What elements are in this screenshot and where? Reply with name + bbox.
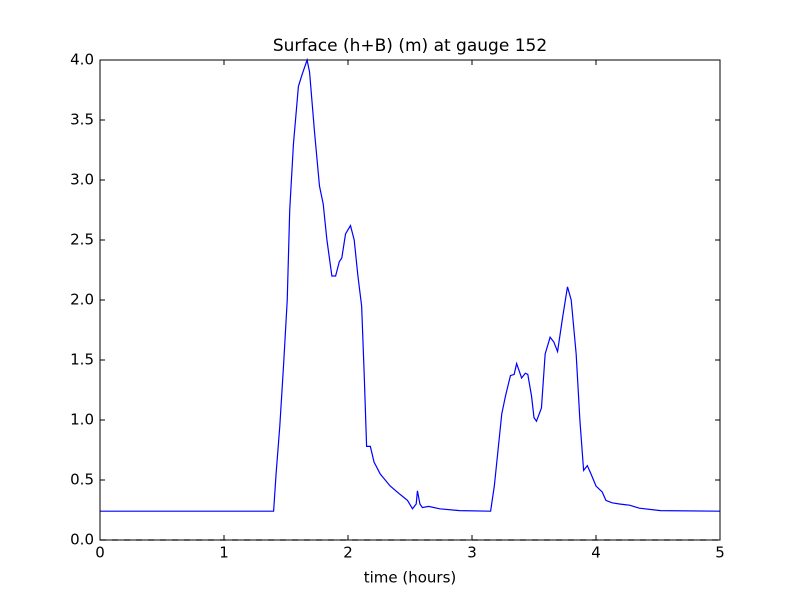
y-tick-label: 1.0: [70, 411, 94, 429]
chart-title: Surface (h+B) (m) at gauge 152: [273, 36, 547, 56]
plot-frame: [99, 59, 721, 541]
x-tick-label: 5: [715, 544, 725, 562]
y-tick-label: 1.5: [70, 351, 94, 369]
data-line: [100, 57, 721, 512]
y-tick-label: 0.0: [70, 531, 94, 549]
x-tick-label: 4: [591, 544, 601, 562]
x-tick-label: 1: [219, 544, 229, 562]
x-tick-label: 3: [467, 544, 477, 562]
y-tick-label: 2.0: [70, 291, 94, 309]
x-axis-label: time (hours): [364, 569, 457, 587]
y-tick-label: 3.0: [70, 171, 94, 189]
y-tick-label: 0.5: [70, 471, 94, 489]
y-tick-label: 3.5: [70, 111, 94, 129]
y-tick-label: 2.5: [70, 231, 94, 249]
x-tick-label: 2: [343, 544, 353, 562]
y-tick-label: 4.0: [70, 51, 94, 69]
x-tick-label: 0: [95, 544, 105, 562]
